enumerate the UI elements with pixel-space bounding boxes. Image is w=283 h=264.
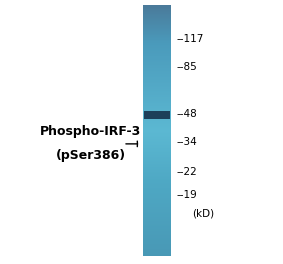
Text: (pSer386): (pSer386) [55, 149, 126, 162]
Text: --22: --22 [177, 167, 198, 177]
Text: (kD): (kD) [192, 209, 215, 219]
Text: --48: --48 [177, 109, 198, 119]
Text: --85: --85 [177, 62, 198, 72]
Text: --117: --117 [177, 34, 204, 44]
Text: --19: --19 [177, 190, 198, 200]
Text: Phospho-IRF-3: Phospho-IRF-3 [40, 125, 141, 139]
Bar [144, 111, 170, 119]
Text: --34: --34 [177, 137, 198, 147]
